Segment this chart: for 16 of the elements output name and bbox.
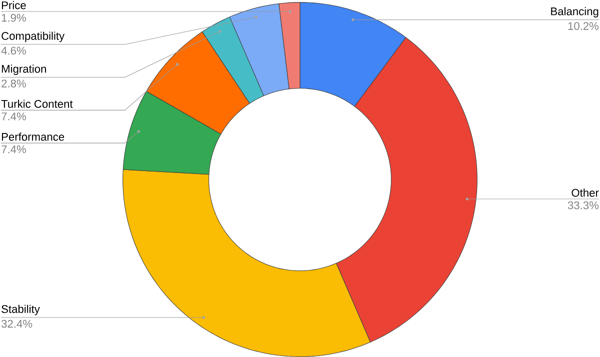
slice-label: Migration: [2, 64, 46, 75]
data-label: 7.4%: [2, 112, 26, 120]
data-label: 10.2%: [568, 22, 599, 30]
slice-label: Compatibility: [2, 32, 65, 42]
slice-label: Other: [572, 188, 599, 197]
slice-label: Stability: [2, 304, 40, 316]
data-label: 32.4%: [1, 320, 32, 328]
data-label: 1.9%: [2, 14, 26, 22]
data-label: 4.6%: [1, 46, 26, 55]
data-label: 7.4%: [2, 145, 26, 154]
slice-label: Turkic Content: [1, 100, 73, 108]
data-label: 33.3%: [568, 201, 599, 210]
slice-label: Performance: [2, 132, 64, 141]
data-label: 2.8%: [2, 80, 26, 88]
slice-label: Balancing: [551, 7, 598, 18]
slice-label: Price: [2, 1, 26, 10]
